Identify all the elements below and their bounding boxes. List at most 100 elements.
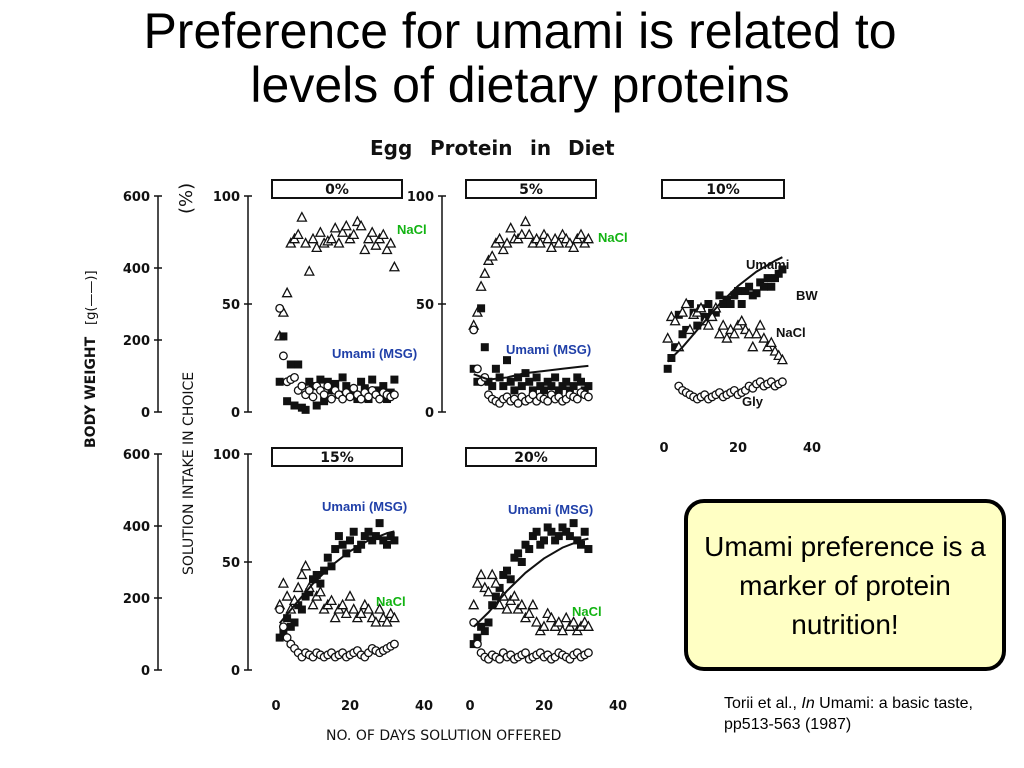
point-square	[771, 274, 779, 283]
point-triangle	[475, 280, 487, 291]
point-triangle	[717, 319, 729, 330]
point-square	[301, 592, 310, 601]
point-square	[338, 540, 347, 549]
point-square	[682, 325, 691, 334]
point-square	[331, 545, 340, 554]
point-circle	[304, 385, 314, 395]
point-square	[774, 269, 783, 278]
point-triangle	[713, 327, 726, 339]
annotation-nacl: NaCl	[572, 604, 602, 619]
x-tick-label: 40	[803, 441, 821, 456]
x-tick-label: 20	[535, 699, 553, 714]
panel-label-box	[465, 447, 597, 467]
point-square	[309, 575, 317, 584]
panel-5pct: 5% 0 50 100 NaCl Umami (MSG)	[407, 179, 628, 421]
panel-15pct: 15% 0 50 100 0 200 400 600 0 20 40 Umami (MSG) NaCl	[123, 447, 433, 714]
intake-tick-label: 100	[407, 190, 434, 205]
point-square	[368, 536, 377, 545]
point-square	[510, 553, 519, 562]
point-triangle	[523, 228, 535, 240]
x-tick-label: 40	[415, 699, 433, 714]
panel-20pct: 20% 0 20 40 Umami (MSG) NaCl	[465, 447, 627, 714]
point-square	[491, 592, 500, 601]
point-triangle	[325, 232, 338, 244]
point-circle	[345, 392, 355, 402]
point-square	[480, 627, 489, 636]
point-square	[554, 532, 563, 541]
point-square	[503, 356, 511, 365]
x-tick-label: 40	[609, 699, 627, 714]
point-circle	[777, 377, 787, 387]
point-triangle	[314, 585, 326, 597]
series-gly	[469, 618, 593, 664]
point-square	[551, 373, 560, 382]
point-square	[521, 540, 530, 549]
citation-in: In	[801, 695, 815, 712]
point-square	[734, 287, 742, 296]
point-square	[383, 540, 391, 549]
point-triangle	[482, 585, 495, 597]
point-triangle	[355, 219, 367, 231]
point-triangle	[281, 590, 293, 601]
point-square	[301, 405, 310, 414]
point-triangle	[516, 228, 528, 240]
series-gly	[674, 377, 787, 404]
point-triangle	[568, 616, 580, 627]
panel-label-box	[271, 179, 403, 199]
intake-tick-label: 0	[425, 406, 434, 421]
point-square	[290, 401, 299, 410]
point-triangle	[479, 267, 491, 278]
point-circle	[327, 394, 336, 404]
callout-box: Umami preference is a marker of protein …	[684, 499, 1006, 671]
point-square	[477, 304, 486, 313]
panel-label: 15%	[320, 450, 354, 466]
intake-tick-label: 50	[416, 298, 434, 313]
point-triangle	[545, 611, 557, 623]
point-square	[540, 386, 548, 395]
citation-rest: Umami: a basic taste, pp513-563 (1987)	[724, 695, 973, 733]
point-circle	[275, 605, 285, 614]
point-triangle	[296, 568, 308, 580]
point-circle	[278, 351, 288, 361]
point-triangle	[468, 598, 480, 610]
point-circle	[472, 364, 482, 374]
citation-authors: Torii et al.,	[724, 695, 797, 712]
point-circle	[572, 394, 582, 404]
point-triangle	[385, 237, 397, 248]
bw-tick-label: 0	[141, 664, 150, 679]
point-square	[536, 382, 545, 391]
point-square	[569, 382, 578, 391]
point-square	[514, 373, 523, 382]
point-square	[547, 382, 556, 391]
series-nacl	[274, 211, 400, 341]
annotation-umami: Umami	[746, 257, 789, 272]
point-square	[741, 287, 750, 296]
panel-0pct: 0% 0 50 100 0 200 400 600 NaCl Umami (MSG)	[123, 179, 427, 421]
point-square	[569, 519, 578, 528]
point-square	[334, 532, 343, 541]
x-tick-label: 0	[659, 441, 668, 456]
point-triangle	[582, 232, 594, 244]
intake-tick-label: 0	[231, 406, 240, 421]
point-square	[390, 536, 399, 545]
point-triangle	[381, 243, 393, 255]
point-triangle	[662, 332, 674, 343]
point-triangle	[344, 590, 356, 601]
figure-heading-in: in	[530, 136, 551, 160]
point-square	[473, 633, 482, 642]
point-square	[558, 382, 567, 391]
point-triangle	[475, 568, 487, 580]
slide-title-line1: Preference for umami is related to	[143, 3, 897, 59]
point-square	[331, 379, 340, 388]
point-square	[290, 618, 299, 627]
point-square	[565, 532, 574, 541]
point-square	[275, 377, 284, 386]
point-square	[759, 282, 768, 291]
panel-label: 0%	[325, 182, 349, 198]
point-circle	[349, 383, 359, 393]
point-square	[283, 397, 292, 406]
point-triangle	[388, 611, 400, 623]
series-nacl	[468, 568, 594, 636]
annotation-umami-msg: Umami (MSG)	[506, 342, 591, 357]
citation: Torii et al., In Umami: a basic taste, p…	[724, 693, 1014, 735]
